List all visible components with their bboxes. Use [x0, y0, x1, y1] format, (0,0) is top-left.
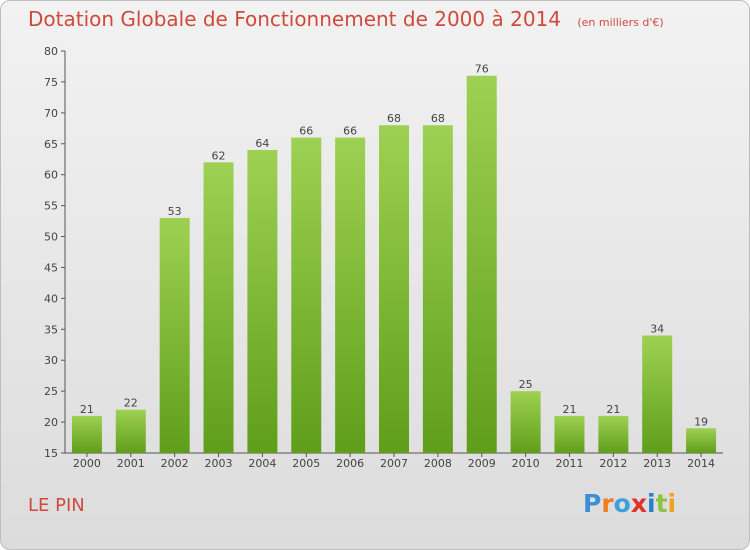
x-tick-label: 2005 [292, 457, 320, 470]
bar [554, 415, 585, 453]
y-tick-label: 60 [44, 169, 58, 182]
bar [686, 428, 717, 453]
y-tick-label: 35 [44, 323, 58, 336]
logo-letter: o [613, 489, 631, 518]
x-tick-label: 2013 [643, 457, 671, 470]
chart-axes: 15 20 25 30 35 40 45 50 55 60 65 70 75 80 2000 2001 2002… [44, 45, 723, 470]
x-tick-label: 2012 [599, 457, 627, 470]
bar-value-label: 34 [650, 322, 664, 335]
bar-value-label: 21 [606, 403, 620, 416]
bar [71, 415, 102, 453]
y-tick-label: 80 [44, 45, 58, 58]
bar-value-label: 19 [694, 415, 708, 428]
logo-letter: i [667, 489, 677, 518]
x-tick-label: 2000 [73, 457, 101, 470]
bar-value-label: 53 [168, 205, 182, 218]
x-tick-label: 2004 [248, 457, 276, 470]
bar [291, 137, 322, 454]
x-tick-label: 2006 [336, 457, 364, 470]
bar [642, 335, 673, 453]
x-tick-label: 2010 [512, 457, 540, 470]
y-tick-label: 45 [44, 261, 58, 274]
y-tick-label: 15 [44, 447, 58, 460]
logo-letter: r [601, 489, 614, 518]
x-tick-label: 2001 [117, 457, 145, 470]
bar-value-label: 66 [343, 125, 357, 138]
bar-value-label: 22 [124, 397, 138, 410]
chart-subtitle: (en milliers d'€) [577, 16, 664, 29]
bar-value-label: 66 [299, 125, 313, 138]
chart-title-text: Dotation Globale de Fonctionnement de 20… [28, 7, 561, 31]
bar-value-label: 25 [519, 378, 533, 391]
bar [379, 125, 409, 453]
y-tick-label: 55 [44, 200, 58, 213]
x-tick-label: 2002 [161, 457, 189, 470]
y-tick-label: 70 [44, 107, 58, 120]
logo-letter: t [655, 489, 668, 518]
chart-title: Dotation Globale de Fonctionnement de 20… [28, 7, 664, 31]
bar [203, 162, 234, 454]
x-tick-label: 2011 [555, 457, 583, 470]
y-tick-label: 75 [44, 76, 58, 89]
bar-value-label: 76 [475, 63, 489, 76]
commune-name: LE PIN [28, 495, 85, 516]
y-tick-label: 65 [44, 138, 58, 151]
y-tick-label: 40 [44, 292, 58, 305]
y-tick-label: 50 [44, 231, 58, 244]
x-tick-label: 2014 [687, 457, 715, 470]
x-tick-label: 2008 [424, 457, 452, 470]
bar-value-label: 21 [80, 403, 94, 416]
bar-value-label: 68 [431, 112, 445, 125]
y-tick-label: 25 [44, 385, 58, 398]
logo-letter: i [647, 489, 656, 518]
bar [159, 217, 190, 453]
x-tick-label: 2003 [205, 457, 233, 470]
logo-letter: P [583, 489, 602, 518]
y-tick-label: 30 [44, 354, 58, 367]
bar [598, 415, 629, 453]
bar [115, 409, 146, 453]
bar [510, 391, 541, 453]
bar-value-label: 64 [255, 137, 269, 150]
logo-letter: x [630, 489, 647, 518]
proxiti-logo: Proxiti [583, 489, 676, 518]
bar [422, 125, 453, 453]
bar-value-label: 68 [387, 112, 401, 125]
bar-value-label: 21 [562, 403, 576, 416]
x-tick-label: 2009 [468, 457, 496, 470]
bar [247, 149, 278, 453]
x-tick-label: 2007 [380, 457, 408, 470]
bar-value-label: 62 [212, 149, 226, 162]
bar [466, 75, 497, 453]
y-tick-label: 20 [44, 416, 58, 429]
bars-group: 21 22 53 62 64 66 66 68 68 76 25 21 21 34 19 [71, 63, 717, 454]
bar [335, 137, 366, 454]
